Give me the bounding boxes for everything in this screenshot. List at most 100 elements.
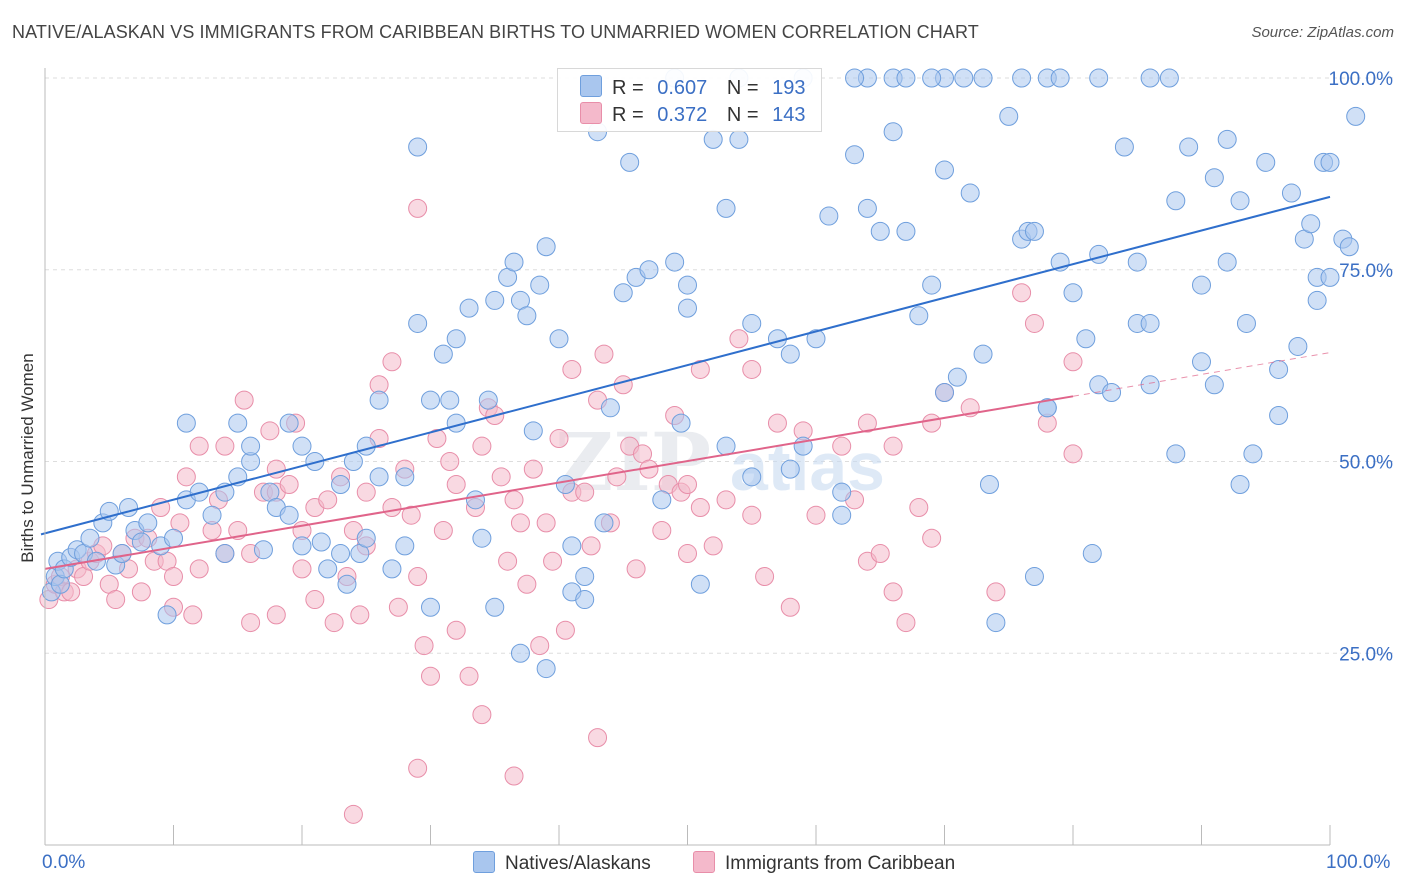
caribbean-point [517,574,537,594]
caribbean-point [922,413,942,433]
natives-point [1082,544,1102,564]
natives-point [536,237,556,257]
caribbean-point [530,636,550,656]
natives-point [600,398,620,418]
caribbean-point [755,567,775,587]
natives-point [575,590,595,610]
caribbean-point [896,613,916,633]
natives-point [1204,168,1224,188]
natives-point [369,467,389,487]
natives-point [369,390,389,410]
natives-point [1140,375,1160,395]
legend-row-caribbean: R = 0.372 N = 143 [580,102,806,127]
caribbean-point [883,436,903,456]
caribbean-point [986,582,1006,602]
caribbean-point [857,413,877,433]
caribbean-point [343,804,363,824]
caribbean-point [575,482,595,502]
caribbean-point [421,666,440,686]
natives-point [594,513,614,533]
caribbean-point [151,498,171,518]
natives-point [157,605,177,625]
natives-point [652,490,672,510]
natives-point [395,536,415,556]
natives-point [472,528,492,548]
natives-point [382,559,402,579]
natives-point [530,275,550,295]
natives-point [279,413,299,433]
legend-n-value: 143 [772,104,806,126]
natives-point [164,528,183,548]
legend-r-value: 0.372 [657,104,708,126]
caribbean-point [498,551,518,571]
legend-r-label: R = [612,104,644,126]
natives-point [832,505,852,525]
caribbean-point [870,544,890,564]
natives-point [517,306,537,326]
natives-point [1159,68,1179,88]
caribbean-point [607,467,627,487]
natives-point [138,513,158,533]
axes [44,68,1331,846]
caribbean-point [491,467,511,487]
bottom-legend-caribbean: Immigrants from Caribbean [693,851,955,875]
natives-point [780,459,800,479]
caribbean-point [408,758,428,778]
legend-r-label: R = [612,77,644,99]
natives-point [395,467,415,487]
natives-point [1012,68,1032,88]
natives-point [845,145,865,165]
natives-point [716,198,736,218]
caribbean-point [459,666,479,686]
natives-point [690,574,710,594]
natives-point [555,475,575,495]
caribbean-point [318,490,338,510]
natives-point [112,544,132,564]
caribbean-point [909,498,929,518]
caribbean-point [806,505,826,525]
caribbean-point [703,536,723,556]
natives-point [1281,183,1301,203]
natives-point [999,106,1019,126]
caribbean-point [780,597,800,617]
caribbean-point [234,390,254,410]
natives-point [1063,283,1083,303]
natives-point [1230,475,1250,495]
bottom-legend-swatch-blue [473,851,495,873]
caribbean-trend-line [44,395,1074,570]
natives-point [485,597,505,617]
natives-point [909,306,929,326]
caribbean-point [408,198,428,218]
natives-point [620,152,640,172]
caribbean-point [382,352,402,372]
natives-point [922,275,942,295]
caribbean-point [581,536,601,556]
natives-point [806,329,826,349]
natives-point [1288,336,1308,356]
natives-point [292,436,312,456]
source-label: Source: ZipAtlas.com [1251,24,1394,41]
natives-point [1037,398,1057,418]
caribbean-point [626,559,646,579]
natives-point [883,122,903,142]
natives-point [331,475,351,495]
caribbean-point [742,505,762,525]
natives-point [1102,382,1122,402]
natives-point [671,413,691,433]
caribbean-point [678,475,697,495]
natives-point [440,390,460,410]
x-tick-min: 0.0% [42,852,86,873]
natives-point [742,467,762,487]
natives-point [1217,129,1237,149]
caribbean-point [594,344,614,364]
legend-swatch-pink [580,102,602,124]
natives-point [896,68,916,88]
y-tick-label: 75.0% [1339,261,1393,282]
natives-point [485,290,505,310]
natives-point [1089,68,1109,88]
caribbean-point [189,559,209,579]
natives-point [215,544,235,564]
natives-point [1050,68,1070,88]
caribbean-point [164,567,183,587]
